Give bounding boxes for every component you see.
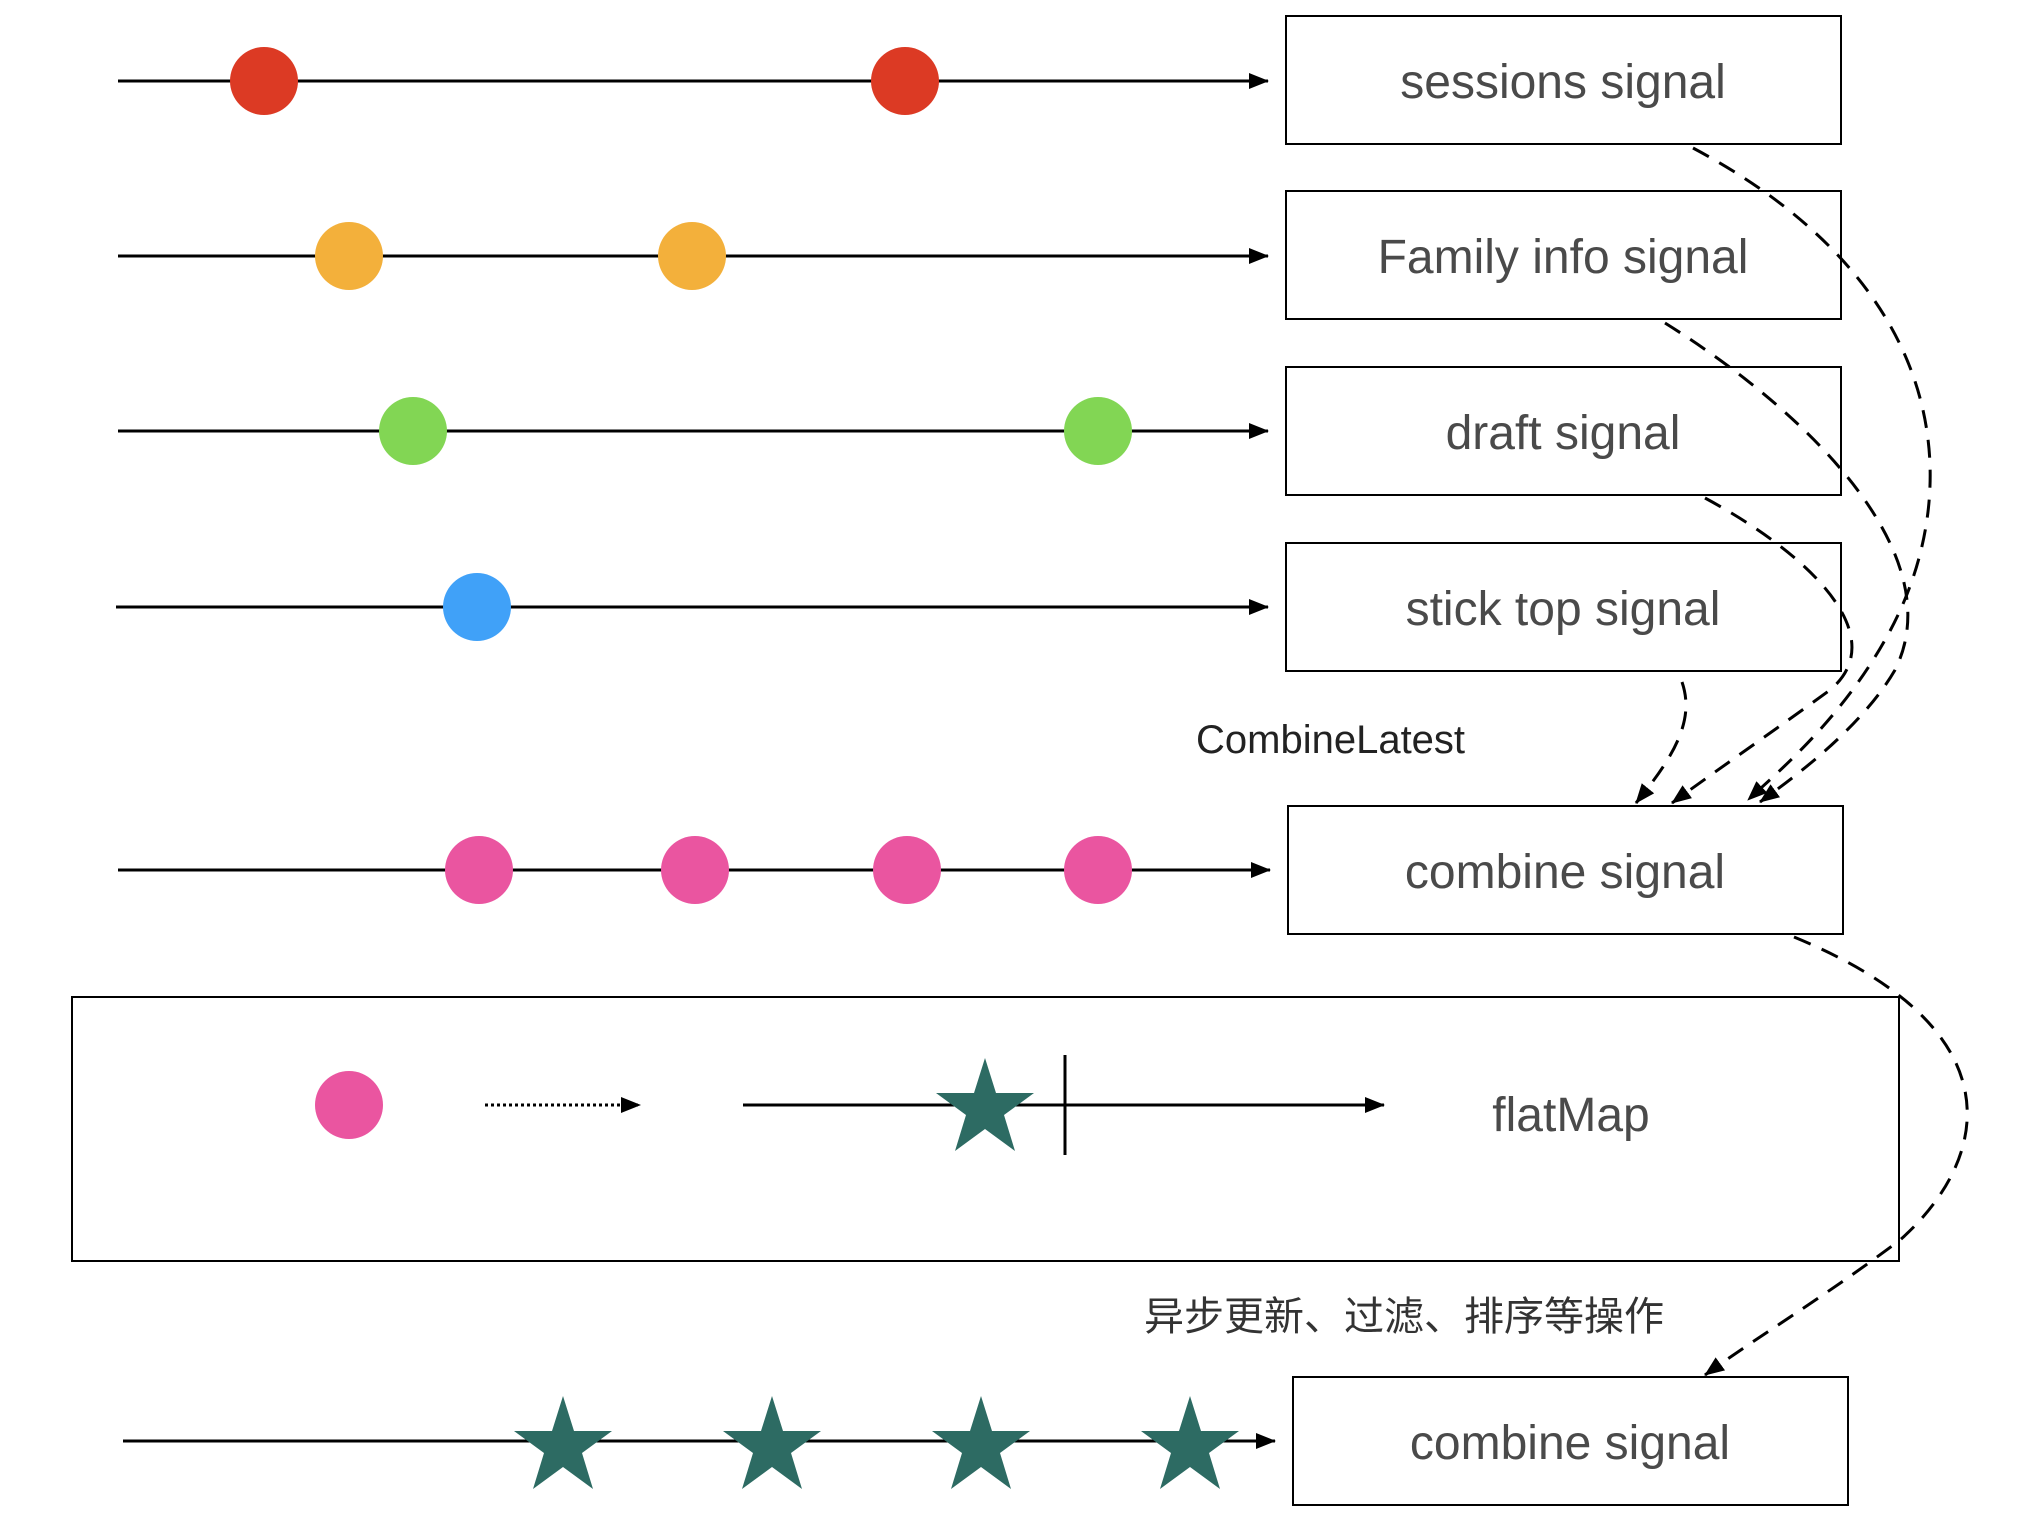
flatmap-output-connector xyxy=(1704,935,1969,1377)
family-info-signal-row: Family info signal xyxy=(118,190,1842,320)
flatmap-star xyxy=(936,1058,1034,1151)
stick-top-connector xyxy=(1634,681,1688,804)
combine-signal-row: combine signal xyxy=(118,805,1844,935)
family-info-signal-label: Family info signal xyxy=(1378,231,1749,284)
output-star xyxy=(514,1396,612,1489)
family-info-marble xyxy=(315,222,383,290)
stick-top-marble xyxy=(443,573,511,641)
family-info-signal-box xyxy=(1285,190,1842,320)
flatmap-box xyxy=(71,996,1900,1262)
flatmap-input-marble xyxy=(315,1071,383,1139)
flatmap-label: flatMap xyxy=(1492,1089,1649,1142)
sessions-signal-row: sessions signal xyxy=(118,15,1842,145)
sessions-signal-box xyxy=(1285,15,1842,145)
combine-signal-label: combine signal xyxy=(1405,846,1725,899)
draft-signal-row: draft signal xyxy=(118,366,1842,496)
combine-marble xyxy=(873,836,941,904)
flatmap-operator: flatMap xyxy=(71,996,1900,1262)
draft-signal-box xyxy=(1285,366,1842,496)
stick-top-signal-label: stick top signal xyxy=(1406,583,1721,636)
combine-marble xyxy=(1064,836,1132,904)
combine-marble xyxy=(445,836,513,904)
output-signal-row: combine signal xyxy=(123,1376,1849,1506)
sessions-connector xyxy=(1692,146,1932,802)
output-star xyxy=(1141,1396,1239,1489)
combine-signal-box xyxy=(1287,805,1844,935)
sessions-signal-label: sessions signal xyxy=(1400,56,1726,109)
stick-top-signal-row: stick top signal xyxy=(116,542,1842,672)
output-star xyxy=(932,1396,1030,1489)
draft-signal-label: draft signal xyxy=(1446,407,1681,460)
draft-connector xyxy=(1671,496,1854,805)
combine-latest-connectors xyxy=(1634,146,1932,805)
draft-marble xyxy=(379,397,447,465)
sessions-marble xyxy=(230,47,298,115)
async-note: 异步更新、过滤、排序等操作 xyxy=(1144,1294,1664,1340)
sessions-marble xyxy=(871,47,939,115)
family-info-marble xyxy=(658,222,726,290)
family-info-connector xyxy=(1664,321,1910,804)
stick-top-signal-box xyxy=(1285,542,1842,672)
combine-marble xyxy=(661,836,729,904)
combine-latest-label: CombineLatest xyxy=(1196,718,1465,762)
draft-marble xyxy=(1064,397,1132,465)
output-signal-label: combine signal xyxy=(1410,1417,1730,1470)
output-signal-box xyxy=(1292,1376,1849,1506)
output-star xyxy=(723,1396,821,1489)
